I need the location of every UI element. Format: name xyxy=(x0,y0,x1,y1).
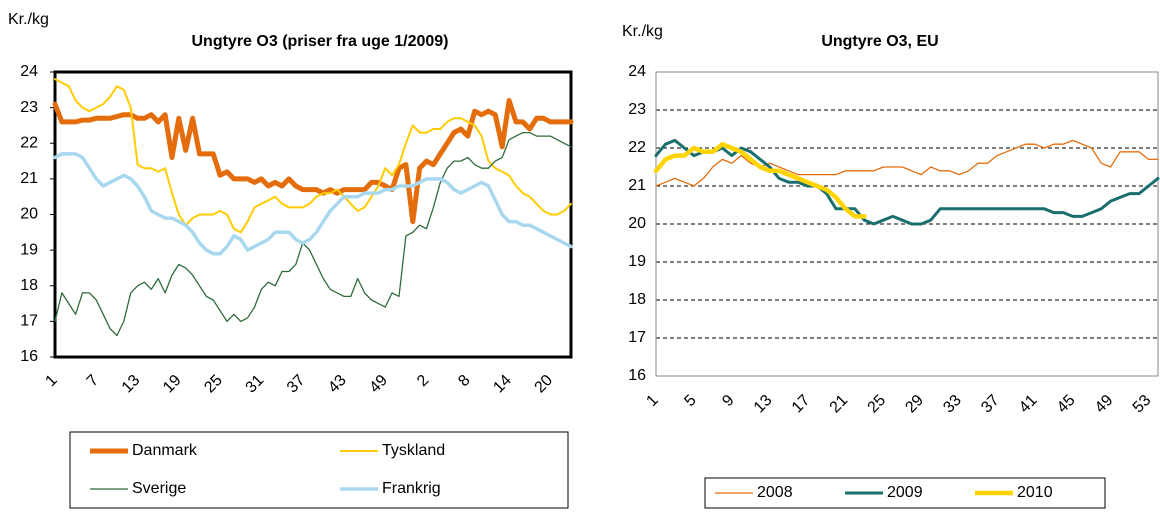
y-tick-label: 21 xyxy=(628,177,646,194)
chart-title: Ungtyre O3 (priser fra uge 1/2009) xyxy=(192,33,449,50)
x-tick-label: 20 xyxy=(532,372,557,397)
y-tick-label: 24 xyxy=(20,63,38,80)
series-line xyxy=(654,138,1160,226)
y-tick-label: 16 xyxy=(628,367,646,384)
legend-label: 2009 xyxy=(887,484,923,501)
x-tick-label: 29 xyxy=(902,392,927,417)
x-tick-label: 13 xyxy=(119,372,144,397)
y-tick-label: 22 xyxy=(20,134,38,151)
x-tick-label: 49 xyxy=(366,372,391,397)
series-line xyxy=(53,152,573,256)
y-tick-label: 20 xyxy=(628,215,646,232)
x-tick-label: 37 xyxy=(284,372,309,397)
x-tick-label: 33 xyxy=(940,392,965,417)
plot-frame xyxy=(655,71,1159,377)
x-tick-label: 21 xyxy=(827,392,852,417)
series-line xyxy=(54,78,572,234)
legend-label: 2008 xyxy=(757,484,793,501)
x-tick-label: 41 xyxy=(1016,392,1041,417)
legend-box xyxy=(704,477,1106,509)
x-tick-label: 49 xyxy=(1092,392,1117,417)
y-axis-label: Kr./kg xyxy=(622,23,663,40)
x-tick-label: 25 xyxy=(865,392,890,417)
y-tick-label: 20 xyxy=(20,206,38,223)
legend-label: Frankrig xyxy=(382,480,441,497)
series-line xyxy=(54,131,572,337)
legend-box xyxy=(69,431,569,509)
x-tick-label: 2 xyxy=(414,372,432,390)
y-tick-label: 23 xyxy=(20,99,38,116)
x-tick-label: 17 xyxy=(789,392,814,417)
legend-label: 2010 xyxy=(1017,484,1053,501)
series-line xyxy=(655,139,1159,187)
x-tick-label: 13 xyxy=(751,392,776,417)
x-tick-label: 19 xyxy=(160,372,185,397)
x-tick-label: 14 xyxy=(490,372,515,397)
x-tick-label: 9 xyxy=(719,392,737,410)
x-tick-label: 45 xyxy=(1054,392,1079,417)
y-tick-label: 17 xyxy=(628,329,646,346)
x-tick-label: 1 xyxy=(643,392,661,410)
y-tick-label: 19 xyxy=(20,241,38,258)
x-tick-label: 5 xyxy=(681,392,699,410)
y-tick-label: 22 xyxy=(628,139,646,156)
y-tick-label: 23 xyxy=(628,101,646,118)
legend-label: Danmark xyxy=(132,442,198,459)
x-tick-label: 25 xyxy=(201,372,226,397)
plot-frame xyxy=(53,70,573,359)
y-tick-label: 17 xyxy=(20,313,38,330)
x-tick-label: 1 xyxy=(42,372,60,390)
legend-label: Sverige xyxy=(132,480,186,497)
y-tick-label: 19 xyxy=(628,253,646,270)
series-line xyxy=(52,98,574,225)
x-tick-label: 37 xyxy=(978,392,1003,417)
x-tick-label: 31 xyxy=(243,372,268,397)
y-tick-label: 18 xyxy=(20,277,38,294)
y-tick-label: 16 xyxy=(20,348,38,365)
chart-title: Ungtyre O3, EU xyxy=(821,33,938,50)
y-tick-label: 24 xyxy=(628,63,646,80)
x-tick-label: 8 xyxy=(455,372,473,390)
y-tick-label: 18 xyxy=(628,291,646,308)
series-line xyxy=(653,141,867,219)
x-tick-label: 43 xyxy=(325,372,350,397)
x-tick-label: 53 xyxy=(1130,392,1155,417)
y-tick-label: 21 xyxy=(20,170,38,187)
y-axis-label: Kr./kg xyxy=(8,11,49,28)
x-tick-label: 7 xyxy=(84,372,102,390)
legend-label: Tyskland xyxy=(382,442,445,459)
